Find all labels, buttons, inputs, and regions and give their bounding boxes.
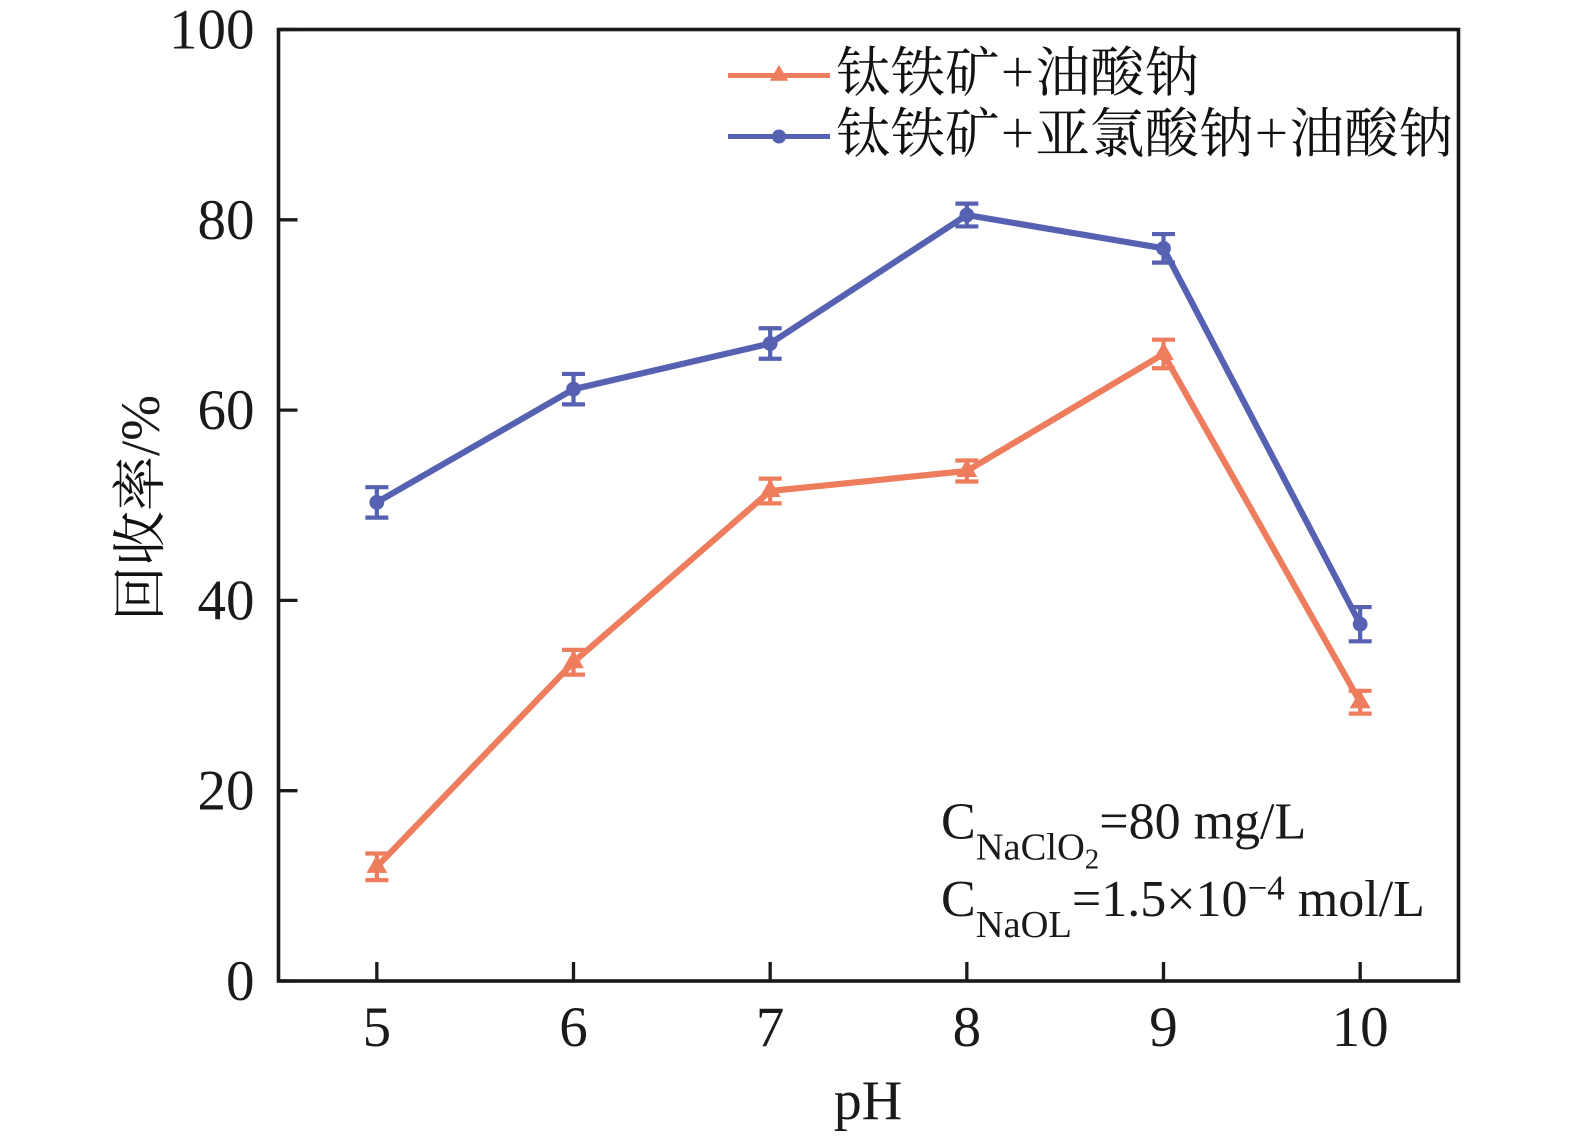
- glyph: [112, 458, 164, 509]
- glyph: [1092, 106, 1143, 157]
- glyph: [1003, 57, 1032, 87]
- glyph: [1146, 106, 1198, 157]
- x-tick-label: 5: [363, 996, 392, 1059]
- glyph: [1257, 118, 1286, 148]
- y-tick-label: 40: [198, 569, 255, 632]
- y-tick-label: 0: [226, 950, 255, 1013]
- marker-triangle: [1349, 690, 1371, 709]
- svg-text:/%: /%: [110, 395, 171, 456]
- marker-triangle: [1153, 341, 1174, 360]
- x-axis-title: pH: [834, 1070, 902, 1132]
- glyph: [1400, 106, 1451, 157]
- glyph: [837, 45, 890, 96]
- annotation-line-0: CNaClO2=80 mg/L: [941, 794, 1306, 876]
- glyph: [114, 570, 164, 616]
- y-axis-title-text: /%: [110, 395, 171, 616]
- glyph: [1291, 106, 1342, 157]
- marker-circle: [369, 494, 385, 510]
- series-line: [374, 349, 1363, 869]
- marker-circle: [566, 381, 581, 397]
- marker-triangle: [563, 650, 584, 669]
- glyph: [1346, 106, 1398, 157]
- legend-label-0: [837, 45, 1197, 96]
- legend: [728, 45, 1451, 157]
- glyph: [1146, 45, 1197, 96]
- glyph: [891, 106, 944, 157]
- glyph: [946, 45, 998, 96]
- glyph: [891, 45, 944, 96]
- glyph: [112, 512, 164, 563]
- marker-circle: [1156, 240, 1171, 256]
- plot-frame: [276, 27, 1461, 983]
- glyph: [1200, 106, 1252, 157]
- legend-entry-0: [728, 45, 1197, 96]
- y-tick-label: 60: [198, 379, 255, 442]
- glyph: [946, 106, 998, 157]
- y-tick-label: 100: [169, 0, 255, 62]
- marker-circle: [762, 336, 778, 351]
- x-tick-label: 7: [756, 996, 785, 1059]
- series-line: [375, 211, 1363, 626]
- legend-entry-1: [728, 106, 1451, 157]
- marker-circle: [1352, 616, 1368, 632]
- marker-triangle: [366, 854, 388, 873]
- series-1: [365, 201, 1372, 644]
- x-tick-label: 9: [1149, 996, 1178, 1059]
- x-tick-label: 10: [1332, 996, 1389, 1059]
- x-tick-label: 6: [559, 996, 588, 1059]
- marker-circle: [959, 207, 975, 223]
- marker-triangle: [759, 478, 781, 497]
- y-tick-label: 20: [198, 760, 255, 823]
- marker-triangle: [956, 458, 978, 477]
- x-tick-label: 8: [953, 996, 982, 1059]
- legend-label-1: [837, 106, 1451, 157]
- glyph: [837, 106, 890, 157]
- glyph: [1037, 45, 1088, 96]
- annotation-line-1: CNaOL=1.5×10−4 mol/L: [941, 869, 1425, 947]
- glyph: [1037, 108, 1088, 154]
- glyph: [1092, 45, 1144, 96]
- marker-triangle: [769, 64, 789, 81]
- series-0: [365, 337, 1372, 883]
- glyph: [1003, 118, 1032, 148]
- y-tick-label: 80: [198, 189, 255, 252]
- marker-circle: [772, 129, 786, 144]
- series-layer: [365, 201, 1372, 883]
- y-axis-title: /%: [110, 395, 171, 616]
